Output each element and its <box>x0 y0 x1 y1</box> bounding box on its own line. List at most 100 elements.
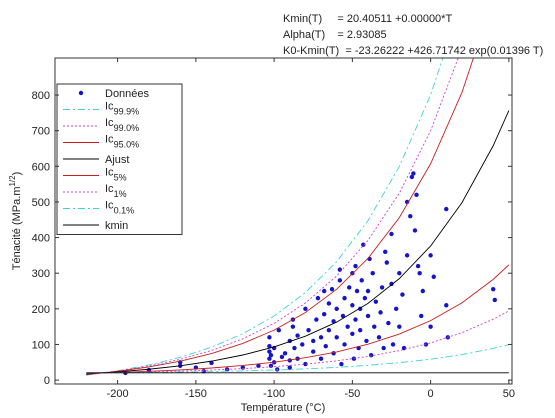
data-point <box>314 317 319 322</box>
data-point <box>311 349 316 354</box>
legend-label: Ic5% <box>105 167 127 183</box>
x-tick-label: -150 <box>185 388 207 400</box>
data-point <box>282 351 288 356</box>
legend-sub: 1% <box>114 189 127 199</box>
data-point <box>370 270 375 276</box>
legend: DonnéesIc99.9%Ic99.0%Ic95.0%AjustIc5%Ic1… <box>56 83 183 235</box>
data-point <box>345 324 350 329</box>
curve <box>86 58 474 376</box>
data-point <box>321 311 327 317</box>
data-point <box>267 335 272 340</box>
data-point <box>268 352 274 358</box>
data-point <box>404 253 410 258</box>
data-point <box>267 349 272 354</box>
data-point <box>384 260 389 265</box>
legend-sub: 95.0% <box>114 140 140 150</box>
data-point <box>240 365 246 370</box>
y-axis-label-part: ) <box>11 172 23 176</box>
data-point <box>267 356 272 361</box>
legend-name: Ic <box>105 134 114 146</box>
y-tick-label: 800 <box>32 90 50 102</box>
x-tick-label: 50 <box>503 388 515 400</box>
data-point <box>364 338 369 344</box>
data-point <box>444 303 449 308</box>
legend-label: kmin <box>105 220 128 232</box>
data-point <box>409 174 415 180</box>
annotation: Alpha(T) = 2.93085 <box>283 29 387 41</box>
data-point <box>414 192 419 198</box>
data-point <box>209 360 214 366</box>
legend-label: Données <box>105 88 150 100</box>
data-point <box>350 303 355 308</box>
data-point <box>318 335 324 340</box>
legend-name: Ic <box>105 183 114 195</box>
data-point <box>408 213 413 219</box>
data-point <box>419 313 424 319</box>
data-point <box>428 253 433 258</box>
data-point <box>290 324 296 329</box>
data-point <box>411 171 416 176</box>
data-point <box>311 338 316 344</box>
legend-label: Ajust <box>105 154 129 166</box>
data-point <box>492 297 497 303</box>
data-point <box>295 333 300 338</box>
legend-label: Ic0.1% <box>105 200 134 216</box>
data-point <box>357 328 363 333</box>
data-point <box>386 320 391 326</box>
data-point <box>444 206 449 212</box>
data-point <box>415 263 421 269</box>
data-point <box>334 306 339 312</box>
data-point <box>417 270 422 276</box>
legend-sub: 0.1% <box>114 206 135 216</box>
data-point <box>342 295 347 301</box>
legend-name: kmin <box>105 220 128 232</box>
data-point <box>303 361 308 367</box>
data-point <box>354 288 360 294</box>
x-tick-label: -50 <box>344 388 360 400</box>
data-point <box>491 287 496 292</box>
x-tick-label: 0 <box>428 388 434 400</box>
data-point <box>420 288 425 294</box>
data-point <box>381 345 386 351</box>
data-point <box>378 310 383 315</box>
legend-marker <box>78 90 84 96</box>
curve <box>86 58 459 376</box>
y-tick-label: 400 <box>32 233 50 245</box>
data-point <box>362 295 368 301</box>
x-tick-label: -100 <box>263 388 285 400</box>
y-tick-label: 100 <box>32 339 50 351</box>
data-point <box>267 344 272 349</box>
y-tick-label: 700 <box>32 126 50 138</box>
data-point <box>428 324 433 329</box>
legend-label: Ic99.0% <box>105 117 139 133</box>
legend-box <box>56 83 183 235</box>
data-point <box>326 328 332 333</box>
data-point <box>337 278 343 283</box>
y-tick-label: 500 <box>32 197 50 209</box>
legend-name: Ic <box>105 200 114 212</box>
data-point <box>368 352 374 358</box>
y-axis-label: Ténacité (MPa.m1/2) <box>8 172 23 271</box>
data-point <box>389 231 394 237</box>
y-tick-label: 300 <box>32 268 50 280</box>
data-point <box>353 317 358 322</box>
legend-name: Ic <box>105 167 114 179</box>
legend-name: Données <box>105 88 150 100</box>
data-point <box>340 313 346 319</box>
y-tick-label: 200 <box>32 304 50 316</box>
data-point <box>359 278 364 283</box>
data-point <box>275 367 280 372</box>
data-point <box>256 363 261 369</box>
annotation: Kmin(T) = 20.40511 +0.00000*T <box>283 13 452 25</box>
legend-sub: 99.0% <box>114 123 140 133</box>
legend-label: Ic99.9% <box>105 101 139 117</box>
data-point <box>268 363 274 369</box>
data-point <box>376 335 382 340</box>
legend-sub: 99.9% <box>114 107 140 117</box>
y-axis-label-part: Ténacité (MPa.m <box>11 187 23 271</box>
data-point <box>397 270 402 276</box>
data-point <box>331 319 336 324</box>
data-point <box>350 331 355 336</box>
